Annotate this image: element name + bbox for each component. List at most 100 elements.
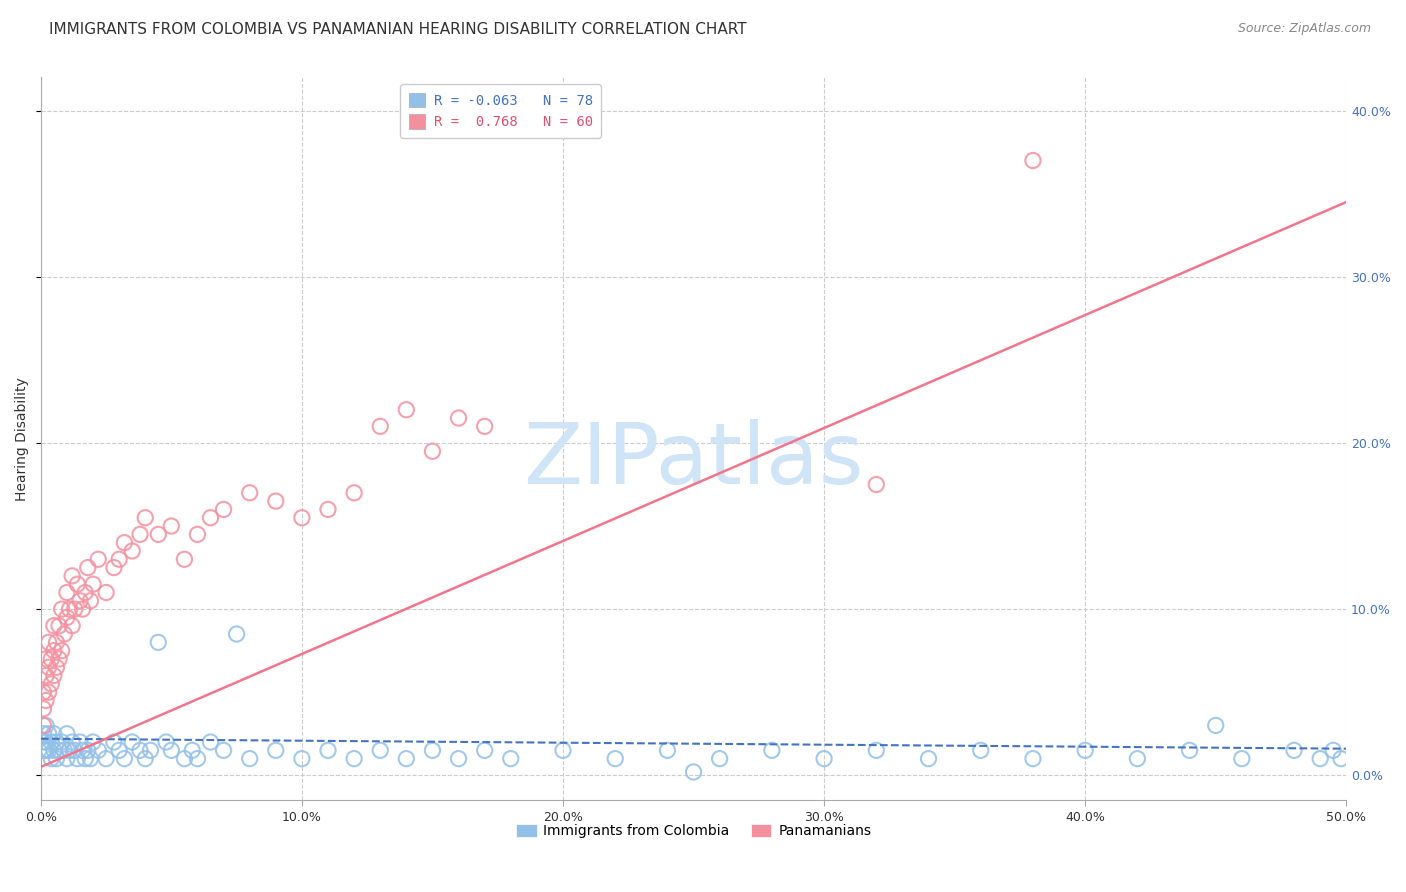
Point <box>474 419 496 434</box>
Point <box>108 743 131 757</box>
Point <box>239 752 262 766</box>
Point <box>134 510 156 524</box>
Point <box>75 585 97 599</box>
Point <box>1178 743 1201 757</box>
Point <box>39 735 62 749</box>
Point <box>94 585 117 599</box>
Point <box>148 635 170 649</box>
Point <box>447 752 470 766</box>
Point <box>38 660 60 674</box>
Point <box>761 743 783 757</box>
Point <box>45 660 67 674</box>
Point <box>87 743 110 757</box>
Point <box>682 764 704 779</box>
Point <box>181 743 204 757</box>
Point <box>87 552 110 566</box>
Point <box>35 743 58 757</box>
Point <box>121 735 143 749</box>
Point <box>264 743 287 757</box>
Point <box>35 693 58 707</box>
Point <box>186 527 208 541</box>
Point <box>129 743 152 757</box>
Point <box>108 552 131 566</box>
Point <box>35 735 58 749</box>
Point <box>66 577 89 591</box>
Point <box>56 585 79 599</box>
Point <box>316 743 339 757</box>
Point <box>368 743 391 757</box>
Point <box>72 743 94 757</box>
Point <box>48 618 70 632</box>
Point <box>1330 752 1353 766</box>
Point <box>56 727 79 741</box>
Point <box>200 735 222 749</box>
Point <box>129 527 152 541</box>
Point <box>121 544 143 558</box>
Point <box>139 743 162 757</box>
Point <box>970 743 993 757</box>
Point <box>103 560 125 574</box>
Point <box>291 510 314 524</box>
Point <box>48 652 70 666</box>
Point <box>186 752 208 766</box>
Point <box>51 643 73 657</box>
Point <box>551 743 574 757</box>
Point <box>32 743 55 757</box>
Point <box>39 677 62 691</box>
Point <box>173 752 195 766</box>
Point <box>112 535 135 549</box>
Point <box>58 743 80 757</box>
Point <box>212 502 235 516</box>
Point <box>75 752 97 766</box>
Point <box>42 668 65 682</box>
Point <box>343 752 366 766</box>
Point <box>60 569 83 583</box>
Point <box>32 685 55 699</box>
Point <box>38 727 60 741</box>
Point <box>42 643 65 657</box>
Point <box>76 560 98 574</box>
Point <box>72 602 94 616</box>
Point <box>160 743 183 757</box>
Point <box>45 752 67 766</box>
Point <box>35 718 58 732</box>
Y-axis label: Hearing Disability: Hearing Disability <box>15 377 30 500</box>
Legend: Immigrants from Colombia, Panamanians: Immigrants from Colombia, Panamanians <box>510 819 877 844</box>
Point <box>709 752 731 766</box>
Point <box>35 668 58 682</box>
Point <box>474 743 496 757</box>
Text: Source: ZipAtlas.com: Source: ZipAtlas.com <box>1237 22 1371 36</box>
Point <box>1074 743 1097 757</box>
Point <box>103 735 125 749</box>
Point <box>155 735 177 749</box>
Point <box>499 752 522 766</box>
Point <box>69 735 91 749</box>
Point <box>1282 743 1305 757</box>
Point <box>134 752 156 766</box>
Point <box>56 752 79 766</box>
Point <box>60 735 83 749</box>
Point <box>69 594 91 608</box>
Point <box>225 627 247 641</box>
Point <box>1322 743 1344 757</box>
Point <box>58 602 80 616</box>
Point <box>42 618 65 632</box>
Point <box>264 494 287 508</box>
Point <box>657 743 679 757</box>
Point <box>1126 752 1149 766</box>
Point <box>813 752 835 766</box>
Point <box>76 743 98 757</box>
Point <box>94 752 117 766</box>
Point <box>38 685 60 699</box>
Point <box>63 743 86 757</box>
Point <box>32 727 55 741</box>
Point <box>422 743 444 757</box>
Point <box>291 752 314 766</box>
Point <box>32 718 55 732</box>
Point <box>66 752 89 766</box>
Point <box>1022 752 1045 766</box>
Point <box>148 527 170 541</box>
Point <box>38 743 60 757</box>
Point <box>368 419 391 434</box>
Point <box>917 752 939 766</box>
